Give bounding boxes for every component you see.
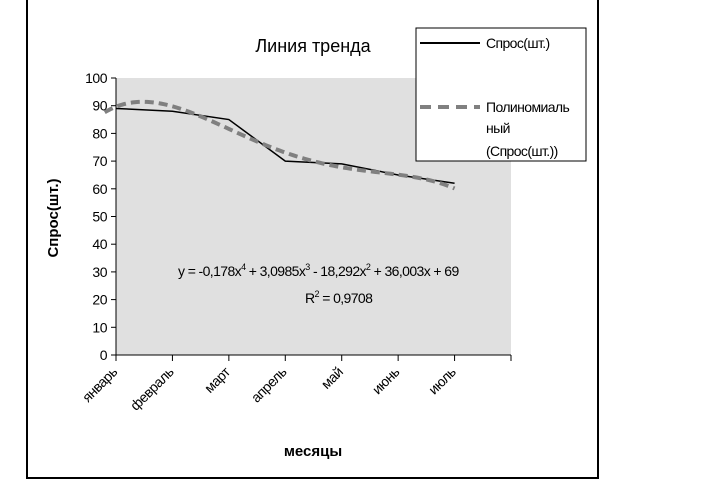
legend-label-demand: Спрос(шт.) (486, 35, 550, 51)
legend-label-trend-2: ный (486, 120, 510, 136)
x-tick-label: январь (79, 364, 120, 405)
y-tick-label: 40 (92, 236, 107, 252)
series-line-trend (103, 99, 456, 191)
x-tick-label: март (201, 363, 234, 396)
x-tick-label: май (318, 364, 346, 392)
y-tick-label: 100 (85, 70, 108, 86)
legend-label-trend-1: Полиномиаль (486, 99, 569, 115)
x-axis-label: месяцы (284, 443, 342, 460)
y-tick-label: 30 (92, 264, 107, 280)
trendline-equation: y = -0,178x4 + 3,0985x3 - 18,292x2 + 36,… (178, 262, 459, 279)
y-tick-label: 50 (92, 209, 107, 225)
y-tick-label: 70 (92, 153, 107, 169)
x-tick-label: июль (425, 364, 459, 398)
y-tick-label: 20 (92, 292, 107, 308)
x-axis: январь февраль март апрель май июнь июль (79, 354, 512, 414)
y-tick-label: 10 (92, 319, 107, 335)
y-tick-label: 90 (92, 98, 107, 114)
x-tick-label: июнь (369, 364, 403, 398)
y-axis: 0 10 20 30 40 50 60 70 80 90 100 (85, 70, 117, 363)
y-axis-label: Спрос(шт.) (45, 178, 62, 257)
legend: Спрос(шт.) Полиномиаль ный (Спрос(шт.)) (415, 27, 587, 162)
y-tick-label: 80 (92, 125, 107, 141)
x-tick-label: апрель (248, 364, 290, 406)
legend-label-trend-3: (Спрос(шт.)) (486, 143, 558, 159)
legend-box (415, 27, 587, 162)
x-tick-label: февраль (127, 364, 177, 414)
series-group (103, 99, 456, 191)
series-line-demand (115, 107, 455, 185)
chart-title: Линия тренда (255, 36, 371, 56)
y-tick-label: 0 (100, 347, 108, 363)
y-tick-label: 60 (92, 181, 107, 197)
r-squared-label: R2 = 0,9708 (305, 289, 373, 306)
